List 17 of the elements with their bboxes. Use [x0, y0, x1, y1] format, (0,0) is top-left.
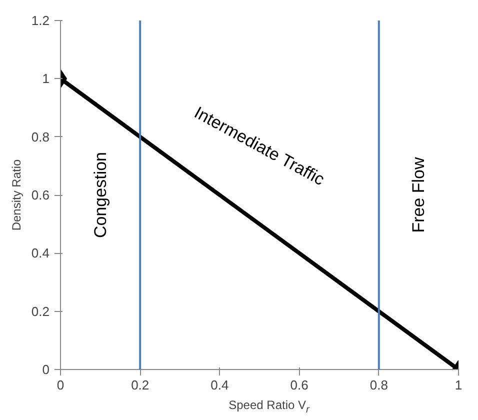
x-tick-label: 0.2 [131, 378, 150, 392]
y-tick-label: 1 [42, 71, 50, 86]
annotation: Free Flow [409, 156, 428, 233]
y-tick-label: 1.2 [31, 13, 50, 28]
y-axis-title: Density Ratio [9, 158, 24, 231]
annotation: Congestion [90, 152, 110, 238]
y-tick-label: 0 [42, 362, 50, 377]
x-axis-title: Speed Ratio V$_{r}$ [228, 397, 310, 418]
y-tick-label: 0.6 [31, 188, 50, 202]
y-tick-label: 0.2 [31, 304, 50, 319]
x-tick-label: 1 [454, 378, 462, 392]
y-tick-label: 0.4 [31, 246, 50, 261]
x-tick-label: 0.8 [370, 378, 388, 392]
x-tick-label: 0 [56, 378, 64, 392]
y-tick-label: 0.8 [31, 129, 50, 144]
x-tick-label: 0.6 [290, 378, 308, 392]
x-tick-label: 0.4 [210, 378, 229, 392]
